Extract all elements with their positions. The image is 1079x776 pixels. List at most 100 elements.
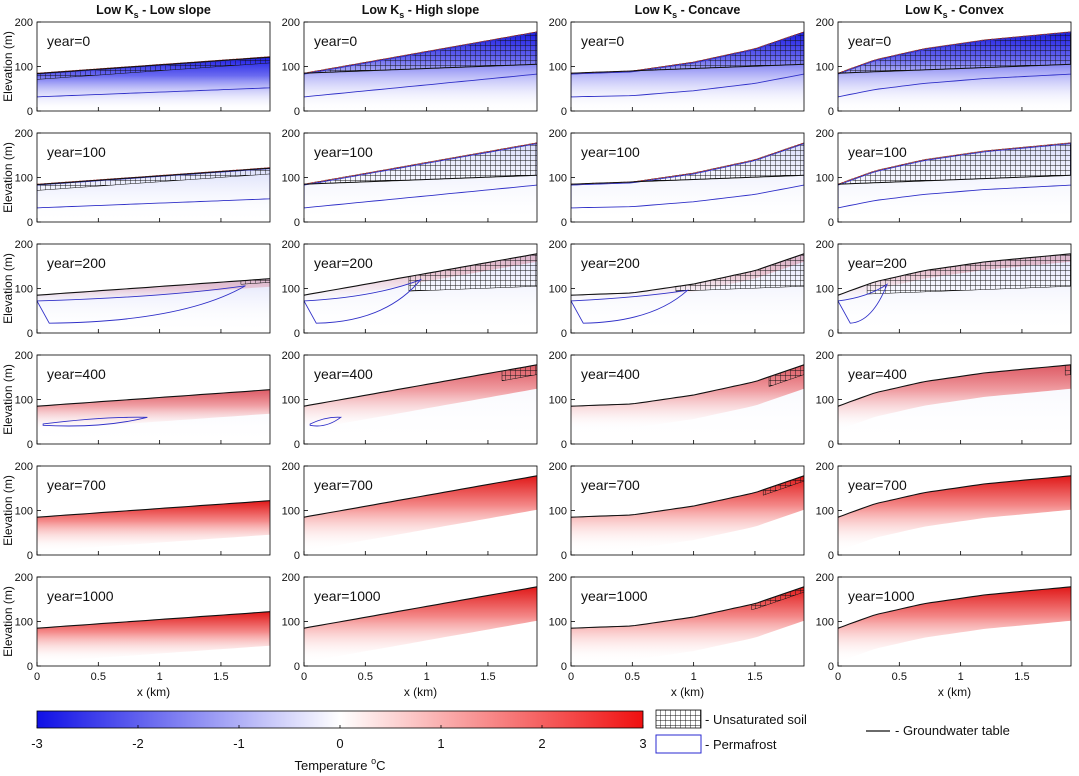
panel-low_slope-400: 0 100 200 year=400 [15,350,271,451]
y-tick-label: 200 [549,461,567,473]
temperature-field [37,611,270,663]
y-tick-label: 100 [282,62,300,74]
year-label: year=200 [47,255,106,271]
x-tick-label: 0 [835,671,841,683]
y-tick-label: 100 [816,62,834,74]
y-tick-label: 100 [282,506,300,518]
colorbar-tick-label: 2 [538,736,545,751]
groundwater-table [838,63,1071,74]
x-tick-label: 1 [691,671,697,683]
permafrost-contour [838,143,1071,209]
y-tick-label: 0 [828,661,834,673]
unsaturated-soil [408,253,537,292]
y-tick-label: 0 [27,661,33,673]
y-tick-label: 0 [294,550,300,562]
y-tick-label: 100 [816,173,834,185]
temperature-field [571,475,804,552]
unsaturated-soil [675,253,804,292]
groundwater-table [304,63,537,74]
x-tick-label: 1.5 [747,671,762,683]
y-tick-label: 100 [816,617,834,629]
groundwater-table [37,167,270,186]
temperature-field [304,586,537,663]
y-tick-label: 0 [561,661,567,673]
panel-content [37,389,270,444]
permafrost-contour [304,278,422,324]
panel-content [571,31,804,111]
panel-content [571,253,804,333]
panel-content [37,500,270,552]
groundwater-table [37,500,270,518]
legend-unsaturated-label: - Unsaturated soil [705,712,807,727]
panel-content [37,611,270,663]
y-tick-label: 200 [549,572,567,584]
groundwater-table [838,174,1071,185]
y-tick-label: 0 [27,439,33,451]
y-tick-label: 100 [15,395,33,407]
y-tick-label: 100 [816,284,834,296]
year-label: year=100 [47,144,106,160]
y-tick-label: 100 [549,284,567,296]
panel-content [304,586,537,663]
groundwater-table [571,364,804,407]
y-tick-label: 0 [27,217,33,229]
permafrost-contour [309,416,343,427]
legend: - Unsaturated soil - Permafrost - Ground… [655,709,1010,754]
y-tick-label: 200 [282,572,300,584]
y-axis-label: Elevation (m) [1,364,15,435]
x-tick-label: 0 [568,671,574,683]
ground-surface-line [838,142,1071,185]
panel-low_slope-200: 0 100 200 year=200 [15,239,271,340]
temperature-field [304,475,537,552]
y-tick-label: 100 [282,284,300,296]
y-tick-label: 200 [549,350,567,362]
y-tick-label: 200 [15,350,33,362]
year-label: year=1000 [581,588,648,604]
x-axis-label: x (km) [938,685,971,699]
panel-content [571,364,804,444]
y-tick-label: 100 [15,284,33,296]
panel-high_slope-0: 0 100 200 year=0 [282,17,538,118]
cold-remnant-field [571,364,804,444]
y-tick-label: 100 [282,395,300,407]
groundwater-table [304,253,537,296]
groundwater-table [304,586,537,629]
y-tick-label: 100 [282,617,300,629]
panel-convex-100: 0 100 200 year=100 [816,128,1072,229]
y-tick-label: 200 [282,350,300,362]
y-tick-label: 200 [549,17,567,29]
temperature-field [37,500,270,552]
groundwater-table [37,56,270,75]
y-tick-label: 200 [816,461,834,473]
panel-content [304,31,537,111]
groundwater-table [304,364,537,407]
year-label: year=0 [314,33,357,49]
year-label: year=400 [47,366,106,382]
year-label: year=0 [848,33,891,49]
year-label: year=200 [848,255,907,271]
permafrost-contour [571,143,804,209]
y-tick-label: 200 [282,239,300,251]
panel-content [571,142,804,222]
legend-permafrost-label: - Permafrost [705,737,777,752]
permafrost-contour [838,32,1071,98]
year-label: year=700 [314,477,373,493]
year-label: year=1000 [314,588,381,604]
y-tick-label: 100 [549,62,567,74]
y-axis-label: Elevation (m) [1,31,15,102]
colorbar-tick-label: -3 [31,736,43,751]
y-tick-label: 0 [828,106,834,118]
y-tick-label: 200 [816,572,834,584]
year-label: year=0 [47,33,90,49]
permafrost-contour [304,32,537,98]
column-title: Low Ks - Concave [635,3,741,20]
panel-low_slope-700: 0 100 200 year=700 [15,461,271,562]
panel-concave-100: 0 100 200 year=100 [549,128,805,229]
x-tick-label: 1 [424,671,430,683]
panel-content [37,56,270,111]
groundwater-table [571,475,804,518]
panel-grid: Low Ks - Low slope Low Ks - High slope Low… [1,3,1072,699]
groundwater-table [304,174,537,185]
legend-permafrost-swatch [655,734,702,754]
panel-low_slope-0: 0 100 200 year=0 [15,17,271,118]
